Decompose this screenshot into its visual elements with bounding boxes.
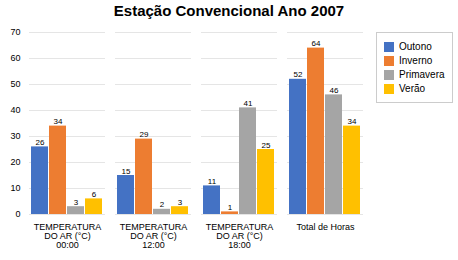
html-text:Verão: Verão [399, 83, 426, 94]
svg-text:41: 41 [244, 99, 253, 108]
svg-text:29: 29 [140, 130, 149, 139]
svg-text:15: 15 [122, 167, 131, 176]
svg-text:3: 3 [74, 198, 79, 207]
svg-text:0: 0 [15, 209, 20, 219]
svg-text:6: 6 [92, 190, 97, 199]
svg-text:3: 3 [178, 198, 183, 207]
svg-text:10: 10 [10, 183, 20, 193]
svg-text:30: 30 [10, 131, 20, 141]
html-text:Inverno: Inverno [399, 55, 433, 66]
html-text:Outono: Outono [399, 41, 432, 52]
svg-text:26: 26 [36, 138, 45, 147]
html-text:Primavera: Primavera [399, 69, 445, 80]
svg-text:TEMPERATURADO AR (°C)12:00: TEMPERATURADO AR (°C)12:00 [120, 222, 187, 250]
svg-text:34: 34 [348, 117, 357, 126]
svg-text:2: 2 [160, 200, 165, 209]
svg-text:TEMPERATURADO AR (°C)00:00: TEMPERATURADO AR (°C)00:00 [34, 222, 101, 250]
svg-text:60: 60 [10, 53, 20, 63]
svg-text:52: 52 [294, 70, 303, 79]
svg-text:70: 70 [10, 27, 20, 37]
svg-text:25: 25 [262, 141, 271, 150]
svg-text:11: 11 [208, 177, 217, 186]
svg-text:46: 46 [330, 86, 339, 95]
svg-text:40: 40 [10, 105, 20, 115]
svg-text:50: 50 [10, 79, 20, 89]
html-text:Estação Convencional Ano 2007: Estação Convencional Ano 2007 [113, 2, 345, 19]
svg-text:64: 64 [312, 39, 321, 48]
svg-text:TEMPERATURADO AR (°C)18:00: TEMPERATURADO AR (°C)18:00 [206, 222, 273, 250]
svg-text:1: 1 [228, 203, 233, 212]
svg-text:34: 34 [54, 117, 63, 126]
svg-text:20: 20 [10, 157, 20, 167]
svg-text:Total de Horas: Total de Horas [296, 222, 355, 232]
